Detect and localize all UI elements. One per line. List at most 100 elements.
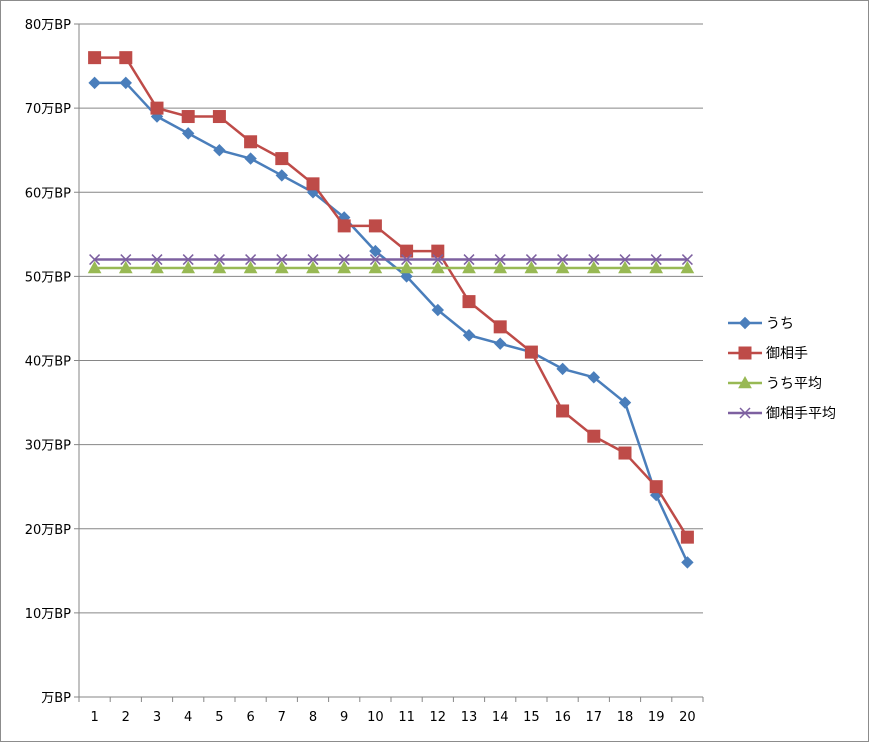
data-point	[525, 254, 537, 266]
series-2	[88, 51, 694, 544]
x-tick-label: 13	[461, 710, 478, 725]
x-tick-label: 9	[340, 710, 348, 725]
data-point	[307, 254, 319, 266]
x-tick-label: 10	[367, 710, 384, 725]
data-point	[245, 254, 257, 266]
x-tick-label: 20	[679, 710, 696, 725]
data-point	[649, 260, 664, 274]
data-point	[493, 337, 507, 350]
data-point	[274, 260, 289, 274]
x-marker-stroke	[739, 407, 751, 419]
data-point	[88, 76, 101, 90]
x-tick-label: 14	[492, 710, 509, 725]
y-tick-label: 70万BP	[25, 102, 71, 117]
data-point	[680, 530, 694, 544]
x-tick-label: 6	[246, 710, 254, 725]
data-point	[181, 127, 195, 140]
data-point	[213, 143, 226, 157]
y-axis-tick-labels: 万BP 10万BP 20万BP 30万BP 40万BP 50万BP 60万BP 70万BP 80…	[25, 18, 71, 706]
y-tick-label: 40万BP	[25, 355, 71, 370]
data-point	[276, 254, 288, 266]
x-marker-stroke	[525, 254, 537, 266]
data-point	[401, 254, 413, 266]
data-point	[586, 260, 601, 274]
plot-series	[87, 51, 695, 569]
data-point	[588, 254, 600, 266]
data-point	[431, 303, 445, 317]
data-point	[181, 260, 196, 274]
x-tick-label: 4	[184, 710, 192, 725]
data-point	[557, 254, 569, 266]
legend-marker	[738, 375, 752, 389]
x-marker-stroke	[338, 254, 350, 266]
y-tick-label: 10万BP	[25, 607, 71, 622]
x-marker-stroke	[681, 254, 693, 266]
x-marker-stroke	[120, 254, 132, 266]
data-point	[432, 254, 444, 266]
legend-marker	[738, 346, 752, 360]
y-tick-label: 50万BP	[25, 270, 71, 285]
y-tick-label: 万BP	[41, 691, 71, 706]
x-tick-label: 1	[90, 710, 98, 725]
data-point	[587, 429, 601, 443]
data-point	[462, 295, 476, 309]
data-point	[618, 396, 632, 409]
data-point	[493, 260, 508, 274]
data-point	[493, 320, 507, 334]
data-point	[213, 254, 225, 266]
x-marker-stroke	[557, 254, 569, 266]
x-marker-stroke	[432, 254, 444, 266]
legend-item: 御相手	[728, 346, 808, 362]
x-tick-label: 7	[278, 710, 286, 725]
data-point	[369, 254, 381, 266]
data-point	[119, 51, 133, 65]
legend-marker	[738, 316, 752, 330]
data-point	[369, 244, 382, 258]
legend-label: うち	[766, 316, 794, 332]
legend-label: うち平均	[766, 376, 822, 392]
x-marker-stroke	[401, 254, 413, 266]
data-point	[431, 244, 445, 258]
data-point	[463, 254, 475, 266]
legend-marker	[739, 407, 751, 419]
data-point	[524, 345, 538, 359]
data-point	[306, 177, 320, 191]
x-marker-stroke	[494, 254, 506, 266]
x-marker-stroke	[463, 254, 475, 266]
legend-label: 御相手平均	[766, 406, 836, 422]
data-point	[400, 270, 413, 283]
x-marker-stroke	[588, 254, 600, 266]
x-marker-stroke	[619, 254, 631, 266]
legend-item: うち平均	[728, 375, 822, 392]
x-tick-label: 16	[554, 710, 571, 725]
x-marker-stroke	[276, 254, 288, 266]
x-tick-label: 12	[430, 710, 447, 725]
data-point	[556, 404, 570, 418]
data-point	[337, 260, 352, 274]
data-point	[212, 260, 227, 274]
data-point	[618, 260, 632, 274]
data-point	[243, 260, 258, 274]
series-3	[87, 260, 695, 274]
x-marker-stroke	[307, 254, 319, 266]
data-point	[650, 254, 662, 266]
data-point	[89, 254, 101, 266]
axes	[74, 23, 704, 702]
x-tick-label: 3	[153, 710, 161, 725]
data-point	[88, 51, 102, 65]
x-marker-stroke	[151, 254, 163, 266]
data-point	[681, 556, 694, 569]
x-tick-label: 17	[586, 710, 603, 725]
data-point	[368, 260, 383, 274]
x-marker-stroke	[182, 254, 194, 266]
data-point	[556, 362, 569, 376]
x-tick-label: 8	[309, 710, 317, 725]
data-point	[399, 260, 414, 274]
data-point	[681, 254, 693, 266]
y-tick-label: 80万BP	[25, 18, 71, 33]
legend-label: 御相手	[766, 346, 808, 362]
data-point	[494, 254, 506, 266]
x-marker-stroke	[369, 254, 381, 266]
